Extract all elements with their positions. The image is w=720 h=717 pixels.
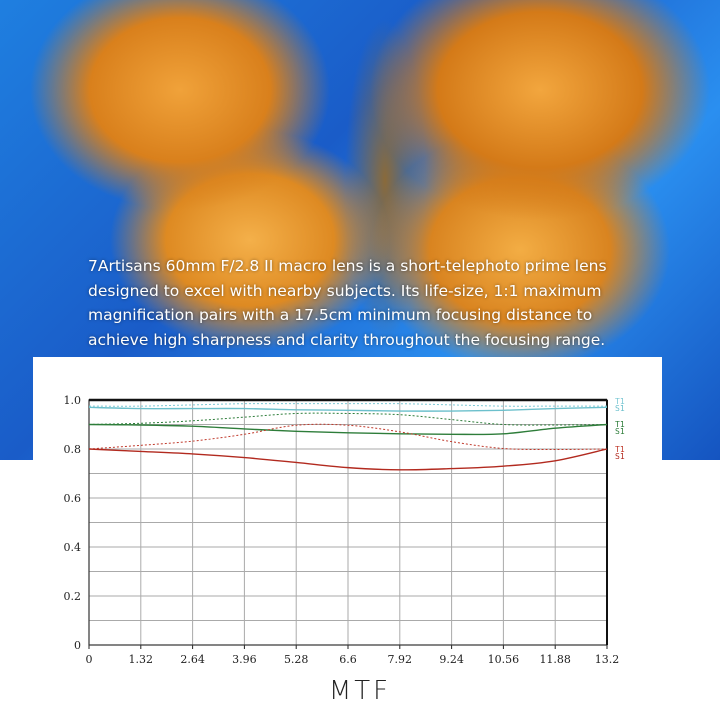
legend-label: S1 — [615, 427, 625, 436]
y-tick-label: 0.2 — [64, 590, 82, 603]
y-tick-label: 0.4 — [64, 541, 82, 554]
lens-description: 7Artisans 60mm F/2.8 II macro lens is a … — [88, 254, 648, 352]
legend-label: T1 — [615, 397, 625, 406]
x-tick-label: 13.2 — [595, 653, 620, 666]
legend-label: S1 — [615, 452, 625, 461]
chart-title: MTF — [328, 676, 392, 706]
series-line-green-t1 — [88, 412, 608, 426]
x-tick-label: 5.28 — [284, 653, 309, 666]
series-line-cyan-t1 — [88, 403, 607, 407]
x-tick-label: 11.88 — [539, 653, 571, 666]
x-tick-label: 9.24 — [439, 653, 464, 666]
series-line-red-s1 — [88, 448, 608, 471]
x-tick-label: 2.64 — [180, 653, 205, 666]
y-tick-label: 0.8 — [64, 443, 82, 456]
legend-label: T1 — [615, 420, 625, 429]
x-tick-label: 7.92 — [388, 653, 413, 666]
description-line: designed to excel with nearby subjects. … — [88, 281, 602, 300]
x-tick-label: 6.6 — [339, 653, 357, 666]
description-line: magnification pairs with a 17.5cm minimu… — [88, 306, 593, 324]
series-line-red-t1 — [88, 423, 608, 450]
series-line-cyan-s1 — [88, 406, 608, 412]
x-tick-label: 10.56 — [488, 653, 520, 666]
y-tick-label: 1.0 — [64, 394, 82, 407]
description-line: achieve high sharpness and clarity throu… — [88, 330, 606, 349]
series-line-green-s1 — [88, 423, 608, 436]
y-tick-label: 0 — [74, 639, 81, 652]
legend-label: T1 — [615, 445, 625, 454]
legend-label: S1 — [615, 404, 625, 413]
y-tick-label: 0.6 — [64, 492, 82, 505]
x-tick-label: 0 — [86, 653, 93, 666]
description-line: 7Artisans 60mm F/2.8 II macro lens is a … — [88, 257, 607, 275]
x-tick-label: 3.96 — [232, 653, 257, 666]
x-tick-label: 1.32 — [129, 653, 154, 666]
